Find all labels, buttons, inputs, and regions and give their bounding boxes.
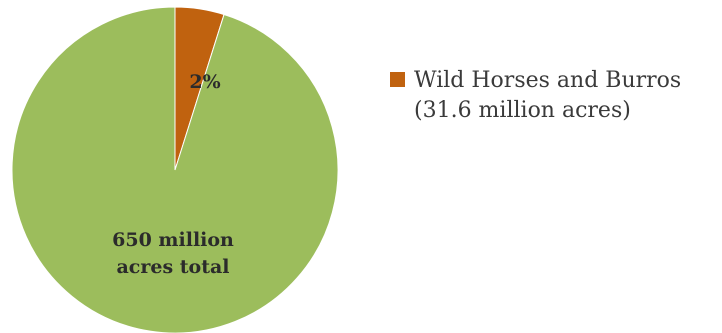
pie-chart: 2% 650 million acres total	[11, 6, 339, 333]
pie-slice-1	[11, 6, 339, 333]
legend-label-line2: (31.6 million acres)	[414, 98, 631, 123]
total-label-line1: 650 million	[112, 229, 234, 251]
pie-slices	[11, 6, 339, 333]
legend-label: Wild Horses and Burros (31.6 million acr…	[414, 66, 681, 126]
legend-swatch-wild-horses	[390, 72, 405, 87]
chart-legend: Wild Horses and Burros (31.6 million acr…	[390, 66, 681, 126]
slice-percent-label: 2%	[189, 71, 220, 93]
legend-label-line1: Wild Horses and Burros	[414, 68, 682, 93]
total-label-line2: acres total	[116, 256, 229, 278]
